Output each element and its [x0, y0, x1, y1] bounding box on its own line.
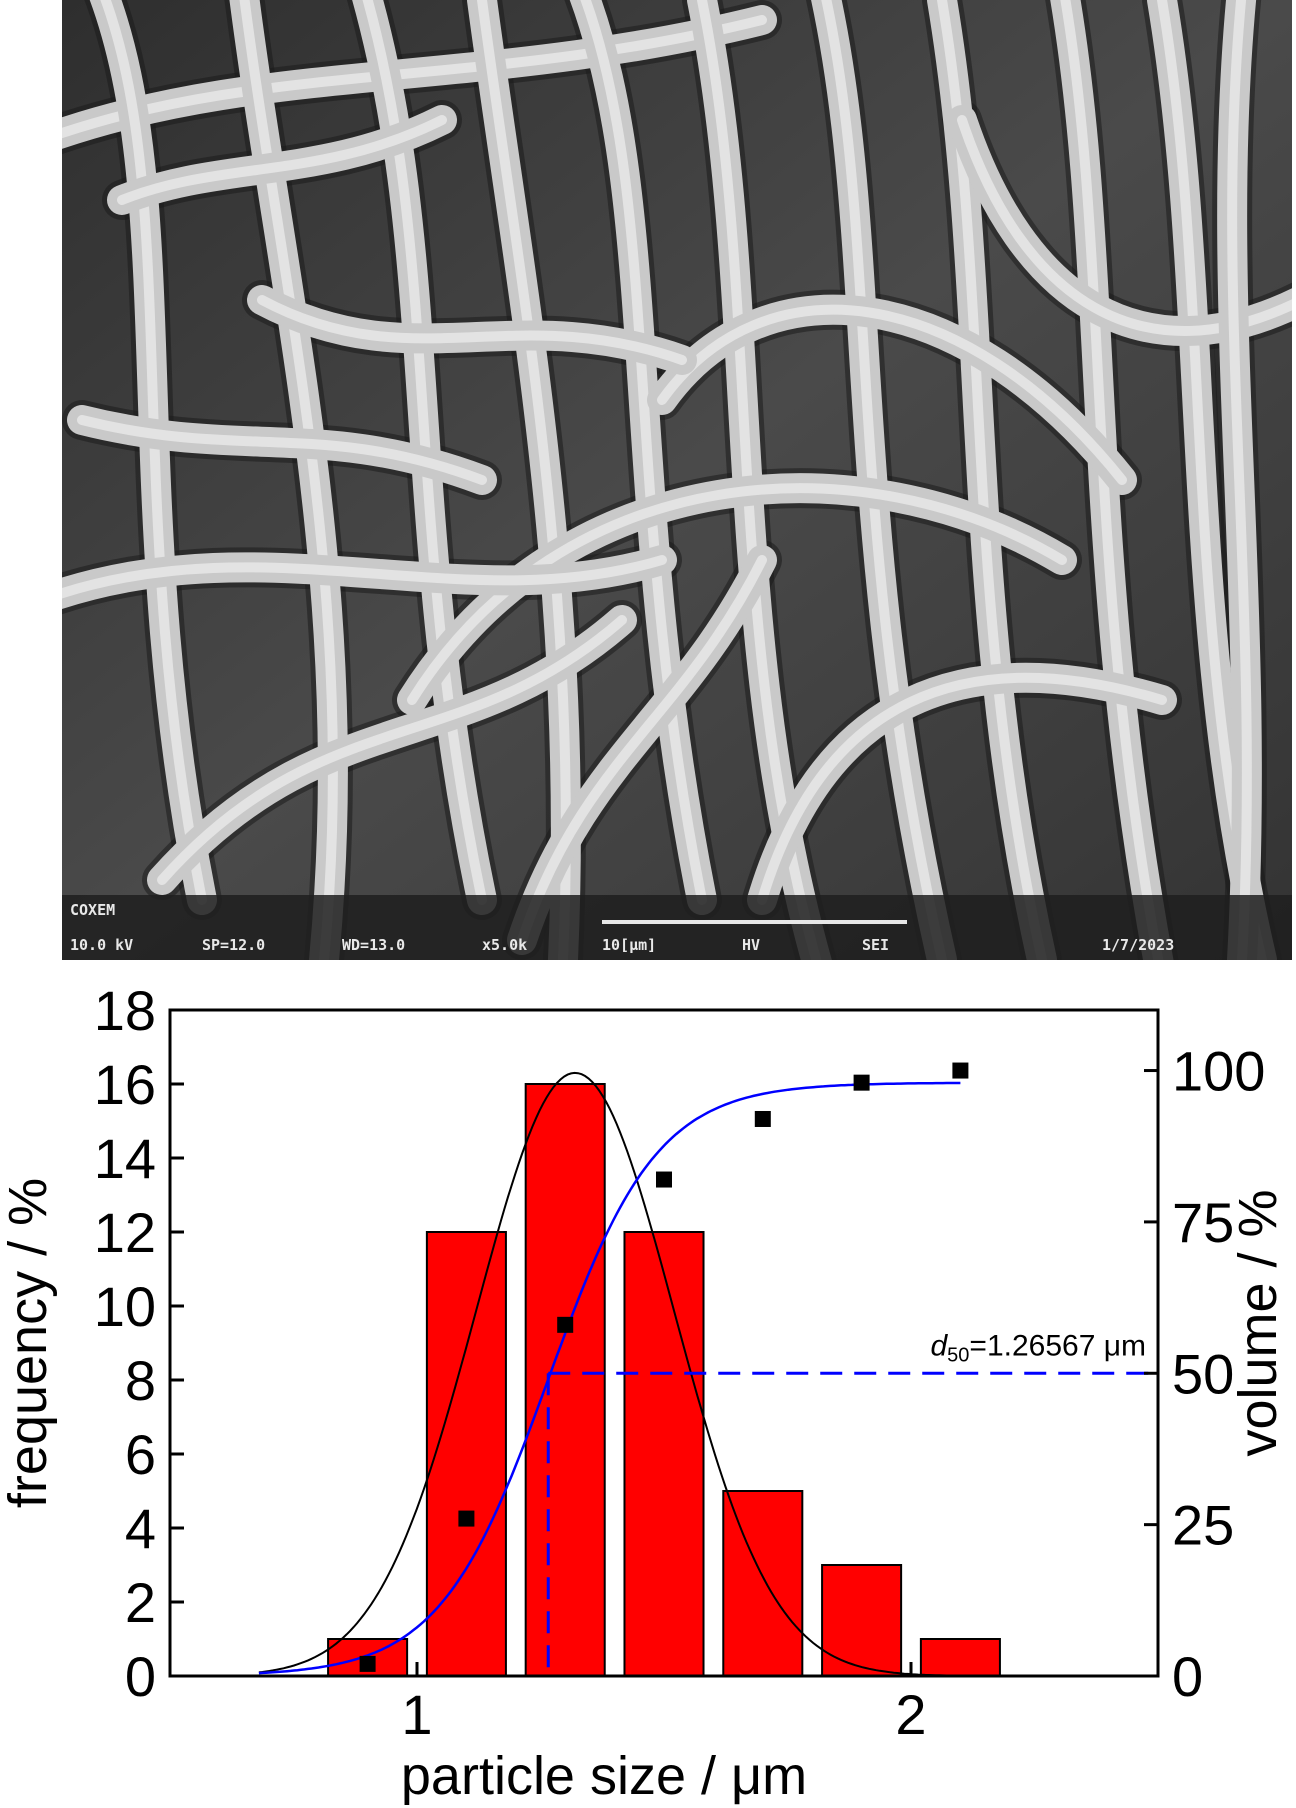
frequency-bars — [327, 1083, 1001, 1677]
bar — [623, 1231, 705, 1677]
plot-frame — [168, 1008, 1160, 1678]
cumulative-point — [359, 1655, 376, 1672]
fiber-highlight — [77, 415, 487, 485]
fiber-highlight — [100, 0, 207, 905]
cumulative-point — [458, 1510, 475, 1527]
fiber-highlight — [757, 672, 1167, 905]
fiber-highlight — [407, 483, 1067, 705]
y-tick-label: 8 — [125, 1349, 156, 1412]
sem-info-field: 1/7/2023 — [1102, 936, 1174, 954]
fiber-highlight — [657, 304, 1127, 485]
cumulative-fit-curve — [258, 1081, 961, 1675]
cumulative-point — [656, 1171, 672, 1188]
y2-tick-label: 25 — [1172, 1494, 1234, 1557]
y-tick-label: 4 — [125, 1497, 156, 1560]
sem-info-field: SEI — [862, 936, 889, 954]
bar — [524, 1083, 606, 1677]
sem-info-field: WD=13.0 — [342, 936, 405, 954]
fiber-highlight — [62, 555, 667, 599]
y2-axis-title: volume / % — [1228, 1189, 1288, 1456]
fiber-highlight — [157, 615, 627, 885]
cumulative-points — [359, 1062, 969, 1672]
cumulative-point — [853, 1074, 870, 1091]
bar — [722, 1490, 804, 1677]
cumulative-point — [557, 1316, 574, 1333]
sem-info-field: 10[μm] — [602, 936, 656, 954]
y2-tick-label: 50 — [1172, 1342, 1234, 1405]
y-tick-label: 16 — [94, 1053, 156, 1116]
fiber-highlight — [1227, 0, 1252, 960]
fiber-network — [62, 0, 1292, 960]
d50-annotation: d50=1.26567 μm — [930, 1329, 1146, 1366]
sem-instrument-label: COXEM — [70, 901, 115, 919]
y2-tick-label: 0 — [1172, 1645, 1203, 1708]
y-tick-label: 10 — [94, 1275, 156, 1338]
y-tick-label: 6 — [125, 1423, 156, 1486]
bar — [425, 1231, 507, 1677]
sem-micrograph: COXEM 10.0 kV SP=12.0 WD=13.0 x5.0k 10[μm] HV… — [62, 0, 1292, 960]
y-tick-label: 12 — [94, 1201, 156, 1264]
fit-curves — [258, 1071, 961, 1677]
y-tick-label: 2 — [125, 1571, 156, 1634]
fiber-highlight — [821, 0, 947, 960]
x-tick-label: 2 — [895, 1683, 926, 1746]
y-tick-label: 14 — [94, 1127, 156, 1190]
cumulative-point — [952, 1062, 969, 1079]
sem-info-fields: 10.0 kV SP=12.0 WD=13.0 x5.0k 10[μm] HV SEI 1/7… — [70, 936, 1174, 954]
bar — [919, 1638, 1001, 1677]
sem-info-bar — [62, 895, 1292, 960]
y-tick-label: 18 — [94, 979, 156, 1042]
fiber-highlight — [580, 0, 707, 905]
y2-tick-label: 75 — [1172, 1191, 1234, 1254]
cumulative-point — [754, 1110, 771, 1127]
d50-marker — [546, 1371, 1158, 1676]
y-axis-title: frequency / % — [0, 1178, 58, 1508]
fiber-highlight — [117, 115, 447, 205]
fiber-highlight — [362, 0, 487, 905]
bar — [821, 1564, 903, 1677]
x-tick-label: 1 — [401, 1683, 432, 1746]
sem-info-field: x5.0k — [482, 936, 527, 954]
sem-info-field: SP=12.0 — [202, 936, 265, 954]
sem-info-field: HV — [742, 936, 760, 954]
fiber-highlight — [257, 295, 687, 365]
fiber-highlight — [517, 555, 767, 945]
x-axis-title: particle size / μm — [401, 1746, 807, 1806]
y-tick-label: 0 — [125, 1645, 156, 1708]
y2-tick-label: 100 — [1172, 1040, 1265, 1103]
fiber-highlight — [1060, 0, 1164, 960]
frequency-fit-curve — [258, 1071, 961, 1677]
sem-info-field: 10.0 kV — [70, 936, 133, 954]
